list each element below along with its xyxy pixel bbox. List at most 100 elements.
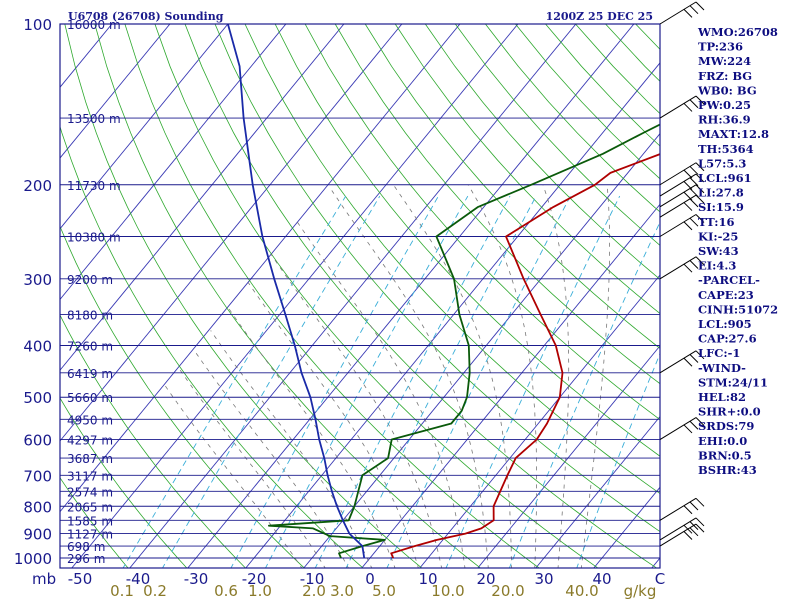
dry-adiabat bbox=[60, 397, 188, 568]
pressure-tick-label: 100 bbox=[23, 16, 52, 34]
mixing-ratio-line bbox=[576, 352, 660, 568]
moist-adiabat bbox=[393, 184, 512, 568]
mixing-ratio-label: 0.1 bbox=[110, 582, 134, 600]
moist-adiabat bbox=[297, 221, 466, 568]
height-label: 8180 m bbox=[67, 309, 113, 323]
dry-adiabat bbox=[635, 24, 660, 50]
isotherm-line bbox=[129, 24, 577, 568]
height-label: 2065 m bbox=[67, 500, 113, 514]
index-line: WMO:26708 bbox=[697, 25, 778, 39]
index-line: LFC:-1 bbox=[698, 346, 740, 360]
isotherm-line bbox=[60, 24, 461, 513]
temperature-tick-label: -20 bbox=[242, 570, 267, 588]
index-line: STM:24/11 bbox=[698, 375, 768, 389]
index-line: BSHR:43 bbox=[698, 463, 757, 477]
height-label: 4297 m bbox=[67, 434, 113, 448]
index-line: WB0: BG bbox=[697, 83, 757, 97]
pressure-tick-label: 500 bbox=[23, 389, 52, 407]
isotherm-line bbox=[303, 132, 660, 568]
isotherm-line bbox=[60, 24, 287, 301]
index-line: PW:0.25 bbox=[698, 98, 751, 112]
height-label: 16000 m bbox=[67, 18, 121, 32]
height-label: 2574 m bbox=[67, 485, 113, 499]
index-line: CAPE:23 bbox=[698, 288, 754, 302]
mixing-ratio-label: 0.2 bbox=[143, 582, 167, 600]
index-line: CINH:51072 bbox=[698, 302, 778, 316]
pressure-tick-label: 400 bbox=[23, 338, 52, 356]
moist-adiabat bbox=[270, 254, 443, 568]
mixing-ratio-label: 40.0 bbox=[565, 582, 598, 600]
height-label: 7260 m bbox=[67, 340, 113, 354]
dry-adiabat bbox=[574, 24, 660, 115]
dry-adiabat bbox=[604, 24, 660, 82]
index-line: SI:15.9 bbox=[698, 200, 744, 214]
isotherm-line bbox=[187, 24, 635, 568]
pressure-tick-label: 600 bbox=[23, 432, 52, 450]
height-label: 4950 m bbox=[67, 413, 113, 427]
index-line: MW:224 bbox=[698, 54, 751, 68]
chart-title-left: U6708 (26708) Sounding bbox=[68, 10, 224, 23]
dry-adiabat bbox=[184, 24, 658, 568]
height-label: 1585 m bbox=[67, 514, 113, 528]
isotherm-line bbox=[535, 415, 660, 568]
background-grid bbox=[60, 24, 660, 568]
height-label: 13500 m bbox=[67, 112, 121, 126]
temperature-trace bbox=[390, 153, 660, 559]
height-label: 296 m bbox=[67, 552, 105, 566]
mixing-ratio-line bbox=[345, 195, 537, 568]
mixing-ratio-label: 1.0 bbox=[248, 582, 272, 600]
pressure-tick-label: 800 bbox=[23, 498, 52, 516]
pressure-tick-label: 900 bbox=[23, 526, 52, 544]
mixing-ratio-line bbox=[264, 195, 469, 568]
temperature-tick-label: 30 bbox=[534, 570, 553, 588]
index-line: LI:27.8 bbox=[698, 186, 744, 200]
index-line: TH:5364 bbox=[698, 142, 754, 156]
wind-barb bbox=[659, 350, 705, 374]
temperature-tick-label: -50 bbox=[68, 570, 93, 588]
pressure-tick-label: 1000 bbox=[14, 550, 52, 568]
index-line: BRN:0.5 bbox=[698, 448, 752, 462]
moist-adiabat bbox=[580, 184, 610, 568]
mixing-ratio-label: 5.0 bbox=[372, 582, 396, 600]
height-label: 3687 m bbox=[67, 452, 113, 466]
index-line: SRDS:79 bbox=[698, 419, 754, 433]
mixing-ratio-label: 2.0 bbox=[302, 582, 326, 600]
wind-barb bbox=[659, 162, 705, 186]
pressure-tick-label: 200 bbox=[23, 177, 52, 195]
isotherm-line bbox=[361, 203, 660, 568]
index-line: TT:16 bbox=[698, 215, 735, 229]
height-label: 10380 m bbox=[67, 230, 121, 244]
mixing-ratio-label: 20.0 bbox=[491, 582, 524, 600]
moist-adiabat bbox=[194, 350, 349, 568]
height-label: 698 m bbox=[67, 540, 105, 554]
wind-barb bbox=[659, 497, 705, 521]
mixing-ratio-line bbox=[314, 195, 511, 568]
isotherm-line bbox=[60, 24, 113, 88]
index-line: RH:36.9 bbox=[698, 113, 751, 127]
moist-adiabat bbox=[247, 282, 419, 568]
wind-barb bbox=[659, 214, 705, 237]
dewpoint-trace bbox=[267, 123, 660, 559]
index-line: MAXT:12.8 bbox=[698, 127, 769, 141]
height-label: 3117 m bbox=[67, 469, 113, 483]
index-line: LCL:961 bbox=[698, 171, 752, 185]
moist-adiabat bbox=[164, 385, 303, 568]
wind-barb bbox=[659, 417, 705, 440]
chart-title-right: 1200Z 25 DEC 25 bbox=[546, 10, 653, 23]
dry-adiabat bbox=[94, 24, 482, 568]
mixing-ratio-label: 3.0 bbox=[330, 582, 354, 600]
moist-adiabat bbox=[331, 190, 489, 568]
temperature-tick-label: -40 bbox=[126, 570, 151, 588]
pressure-unit-label: mb bbox=[32, 570, 56, 588]
height-label: 1127 m bbox=[67, 528, 113, 542]
mixing-ratio-label: 10.0 bbox=[431, 582, 464, 600]
temperature-tick-label: 20 bbox=[476, 570, 495, 588]
pressure-tick-label: 300 bbox=[23, 271, 52, 289]
temperature-tick-label: 10 bbox=[418, 570, 437, 588]
isotherm-line bbox=[477, 345, 660, 568]
moist-adiabat bbox=[227, 307, 396, 568]
height-label: 6419 m bbox=[67, 367, 113, 381]
temperature-tick-label: 0 bbox=[365, 570, 375, 588]
